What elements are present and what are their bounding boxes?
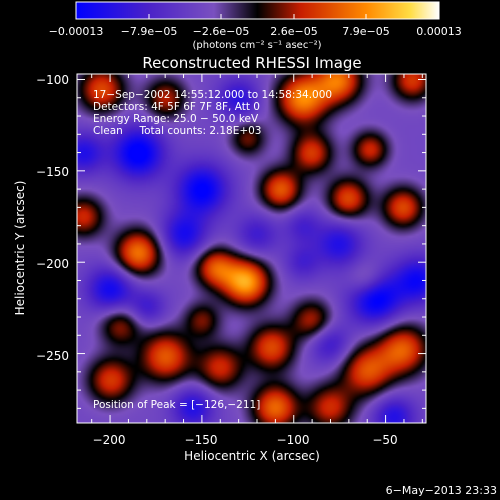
annotation-clean-counts: Clean Total counts: 2.18E+03 [93, 125, 262, 137]
plot-frame [76, 73, 427, 424]
colorbar: −0.00013 −7.9e−05 −2.6e−05 2.6e−05 7.9e−… [49, 1, 462, 51]
annotation-time-range: 17−Sep−2002 14:55:12.000 to 14:58:34.000 [93, 89, 332, 101]
x-tick-label-1: −150 [185, 433, 218, 447]
heatmap-image [77, 74, 426, 423]
y-tick-label-2: −200 [36, 257, 69, 271]
y-axis: −100 −150 −200 −250 Heliocentric Y (arcs… [13, 73, 69, 363]
footer-date: 6−May−2013 23:33 [386, 484, 497, 497]
info-annotations: 17−Sep−2002 14:55:12.000 to 14:58:34.000… [93, 89, 332, 411]
colorbar-unit-label: (photons cm⁻² s⁻¹ asec⁻²) [192, 40, 321, 51]
annotation-energy-range: Energy Range: 25.0 − 50.0 keV [93, 113, 259, 125]
x-tick-label-2: −100 [277, 433, 310, 447]
y-tick-label-1: −150 [36, 165, 69, 179]
colorbar-tick-label-3: 2.6e−05 [270, 25, 317, 38]
y-tick-label-0: −100 [36, 73, 69, 87]
annotation-detectors: Detectors: 4F 5F 6F 7F 8F, Att 0 [93, 101, 260, 113]
y-tick-label-3: −250 [36, 349, 69, 363]
x-axis: −200 −150 −100 −50 Heliocentric X (arcse… [93, 433, 398, 463]
y-axis-label: Heliocentric Y (arcsec) [13, 181, 27, 316]
colorbar-tick-label-2: −2.6e−05 [193, 25, 250, 38]
colorbar-ticks [75, 14, 440, 19]
peak-position-label: Position of Peak = [−126,−211] [93, 399, 260, 411]
x-tick-label-0: −200 [93, 433, 126, 447]
colorbar-tick-label-0: −0.00013 [49, 25, 104, 38]
colorbar-tick-label-5: 0.00013 [416, 25, 462, 38]
x-axis-label: Heliocentric X (arcsec) [184, 449, 320, 463]
colorbar-gradient [75, 1, 440, 20]
colorbar-tick-label-1: −7.9e−05 [121, 25, 178, 38]
x-tick-label-3: −50 [372, 433, 397, 447]
axis-ticks [77, 74, 426, 423]
plot-area [76, 73, 427, 424]
chart-title: Reconstructed RHESSI Image [142, 54, 361, 72]
colorbar-tick-label-4: 7.9e−05 [342, 25, 389, 38]
